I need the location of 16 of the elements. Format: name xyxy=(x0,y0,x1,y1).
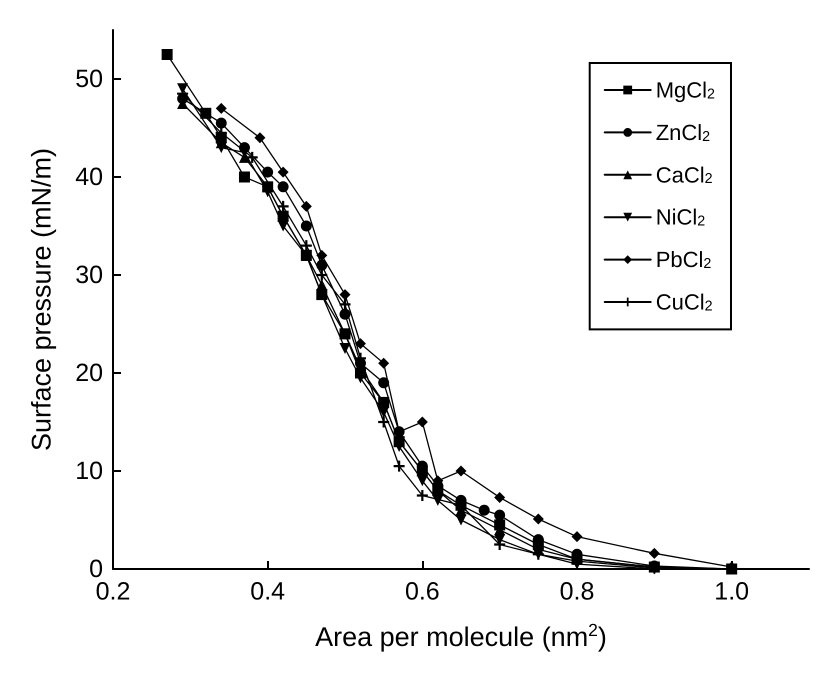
legend-label: ZnCl2 xyxy=(656,120,710,145)
y-tick-label: 40 xyxy=(75,163,103,191)
legend-label: MgCl2 xyxy=(656,78,716,102)
legend-label: PbCl2 xyxy=(656,247,712,272)
x-tick-label: 0.4 xyxy=(250,578,286,606)
legend-label: CuCl2 xyxy=(656,290,713,314)
y-tick-label: 50 xyxy=(75,65,103,93)
legend-label: NiCl2 xyxy=(656,204,706,230)
y-tick-label: 30 xyxy=(75,261,103,289)
x-tick-label: 0.6 xyxy=(404,578,440,606)
legend-label: CaCl2 xyxy=(656,162,713,188)
y-tick-label: 10 xyxy=(75,457,103,485)
y-tick-label: 20 xyxy=(75,359,103,387)
y-axis-title: Surface pressure (mN/m) xyxy=(26,148,56,452)
x-tick-label: 1.0 xyxy=(714,578,750,606)
x-tick-label: 0.8 xyxy=(560,578,594,606)
